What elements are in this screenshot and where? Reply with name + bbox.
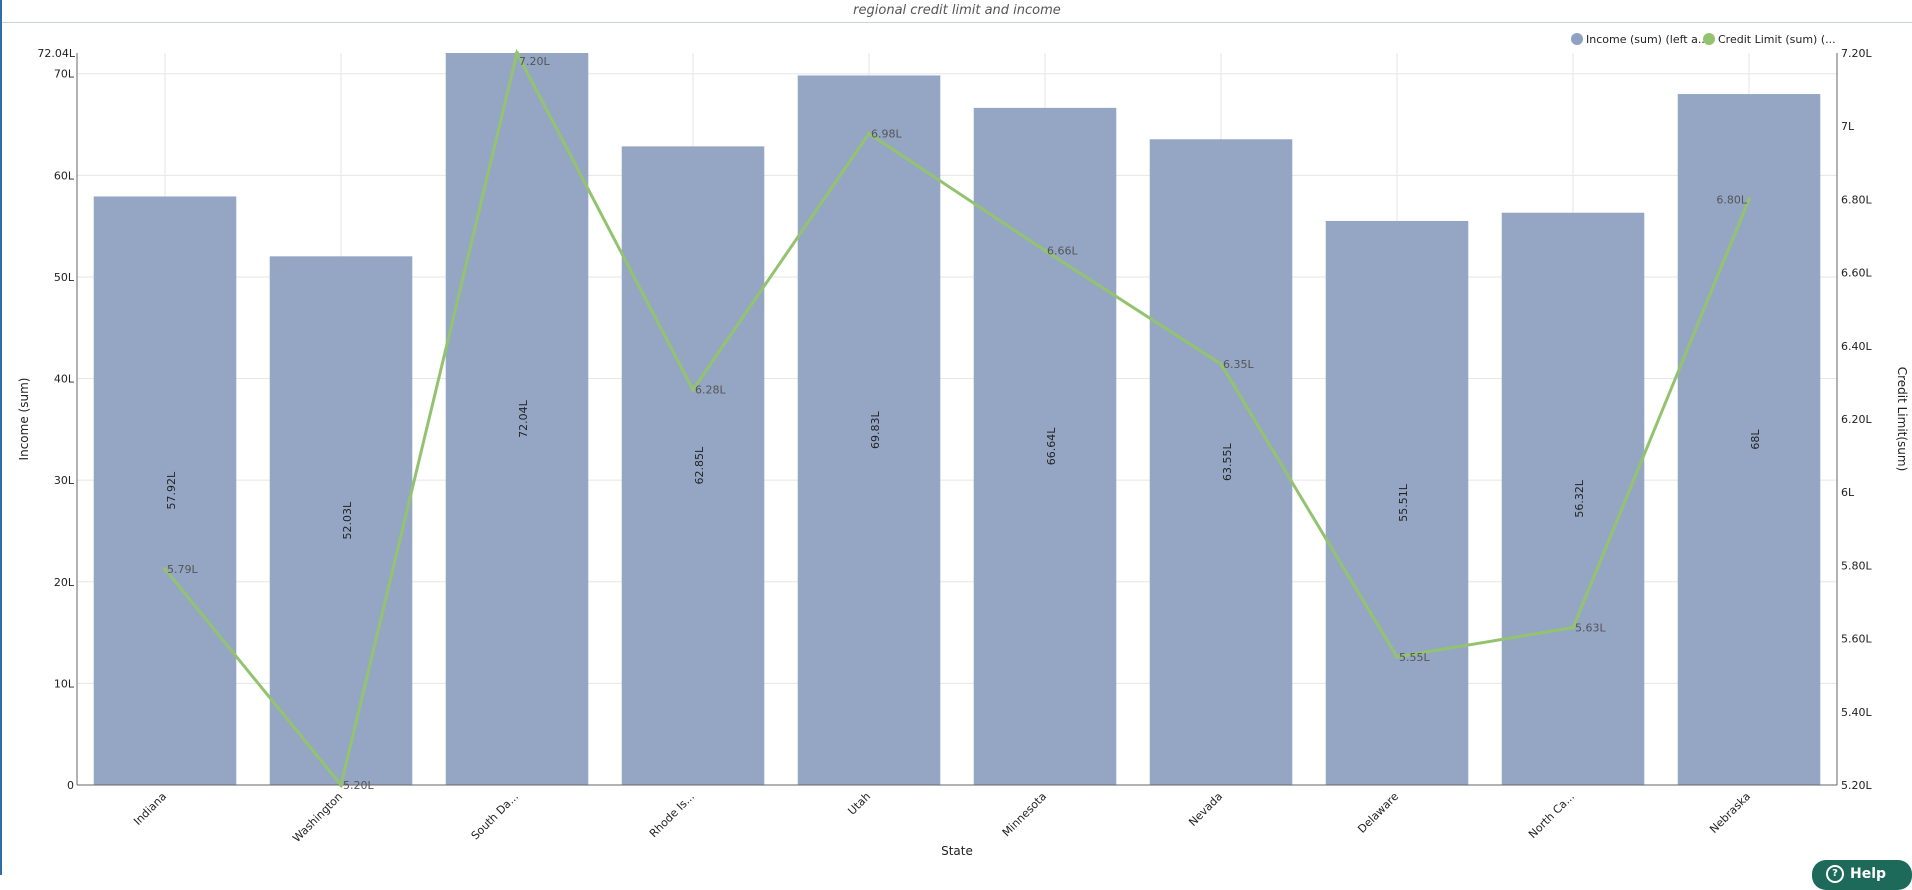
line-value-label: 6.80L	[1716, 193, 1747, 206]
credit-limit-line	[163, 48, 1751, 789]
y-tick-label-left: 30L	[54, 474, 75, 487]
bar-value-label: 66.64L	[1045, 427, 1058, 465]
line-point	[1571, 625, 1575, 630]
y-tick-label-right: 7L	[1841, 120, 1855, 133]
line-point	[163, 567, 167, 572]
line-point	[867, 131, 871, 136]
x-tick-label: Washington	[290, 790, 345, 845]
bar	[445, 53, 589, 785]
help-icon: ?	[1826, 865, 1844, 883]
y-tick-label-left: 70L	[54, 68, 75, 81]
bar-value-label: 63.55L	[1221, 442, 1234, 480]
help-label: Help	[1850, 866, 1887, 882]
bar	[269, 256, 413, 786]
left-window-edge	[0, 0, 2, 875]
y-axis-title-right: Credit Limit(sum)	[1895, 367, 1909, 472]
bar	[621, 146, 765, 786]
line-point	[515, 51, 519, 55]
bar-value-label: 55.51L	[1397, 483, 1410, 521]
bar	[1325, 220, 1469, 786]
x-tick-label: Utah	[845, 790, 873, 818]
line-value-label: 5.55L	[1399, 651, 1430, 664]
chart-title-bar: regional credit limit and income	[2, 0, 1912, 23]
y-tick-label-left: 50L	[54, 271, 75, 284]
y-tick-label-left: 40L	[54, 373, 75, 386]
line-value-label: 7.20L	[519, 55, 550, 68]
y-tick-label-right: 7.20L	[1841, 47, 1872, 60]
y-tick-label-right: 6.20L	[1841, 413, 1872, 426]
bar-value-label: 52.03L	[341, 501, 354, 539]
line-point	[339, 783, 343, 787]
line-point	[1395, 654, 1399, 659]
x-tick-label: Delaware	[1355, 790, 1401, 836]
y-tick-label-right: 5.20L	[1841, 779, 1872, 792]
line-point	[1219, 362, 1223, 367]
x-tick-label: Rhode Is...	[647, 790, 697, 840]
legend-marker-credit-limit	[1703, 33, 1715, 45]
line-value-label: 6.98L	[871, 128, 902, 141]
bar-value-label: 56.32L	[1573, 479, 1586, 517]
legend-label-credit-limit: Credit Limit (sum) (...	[1718, 33, 1836, 46]
bar	[1677, 94, 1821, 785]
bar-value-label: 68L	[1749, 429, 1762, 450]
x-axis-title: State	[941, 844, 973, 858]
bar	[93, 196, 237, 785]
bar-value-label: 69.83L	[869, 411, 882, 449]
legend-marker-income	[1571, 33, 1583, 45]
bar	[1501, 212, 1645, 785]
line-value-label: 5.79L	[167, 563, 198, 576]
legend-label-income: Income (sum) (left a...	[1586, 33, 1708, 46]
y-axis-title-left: Income (sum)	[17, 378, 31, 461]
y-tick-label-right: 5.60L	[1841, 633, 1872, 646]
x-tick-label: Nevada	[1186, 790, 1225, 829]
y-tick-label-left: 10L	[54, 677, 75, 690]
line-value-label: 6.28L	[695, 384, 726, 397]
line-value-label: 6.66L	[1047, 245, 1078, 258]
y-tick-label-left: 60L	[54, 169, 75, 182]
bar	[797, 75, 941, 785]
bar	[1149, 139, 1293, 785]
x-tick-label: Nebraska	[1707, 790, 1753, 836]
bar-value-label: 72.04L	[517, 399, 530, 437]
y-tick-label-right: 5.80L	[1841, 559, 1872, 572]
x-tick-label: Minnesota	[1000, 790, 1049, 839]
x-tick-label: Indiana	[131, 790, 169, 828]
y-tick-label-left: 20L	[54, 576, 75, 589]
x-tick-label: North Ca...	[1526, 790, 1577, 841]
line-value-label: 6.35L	[1223, 358, 1254, 371]
y-tick-label-right: 6.80L	[1841, 193, 1872, 206]
bar-value-label: 62.85L	[693, 446, 706, 484]
line-value-label: 5.20L	[343, 779, 374, 792]
y-tick-label-right: 6L	[1841, 486, 1855, 499]
y-tick-label-right: 6.40L	[1841, 340, 1872, 353]
bar-value-label: 57.92L	[165, 471, 178, 509]
chart-title: regional credit limit and income	[853, 3, 1061, 18]
y-tick-label-left: 0	[67, 779, 74, 792]
y-tick-label-right: 5.40L	[1841, 706, 1872, 719]
line-value-label: 5.63L	[1575, 622, 1606, 635]
line-point	[691, 387, 695, 392]
y-max-label-left: 72.04L	[37, 47, 75, 60]
y-tick-label-right: 6.60L	[1841, 267, 1872, 280]
line-point	[1747, 197, 1751, 202]
line-point	[1043, 248, 1047, 253]
x-tick-label: South Da...	[469, 790, 521, 842]
help-button[interactable]: ? Help	[1812, 860, 1912, 890]
